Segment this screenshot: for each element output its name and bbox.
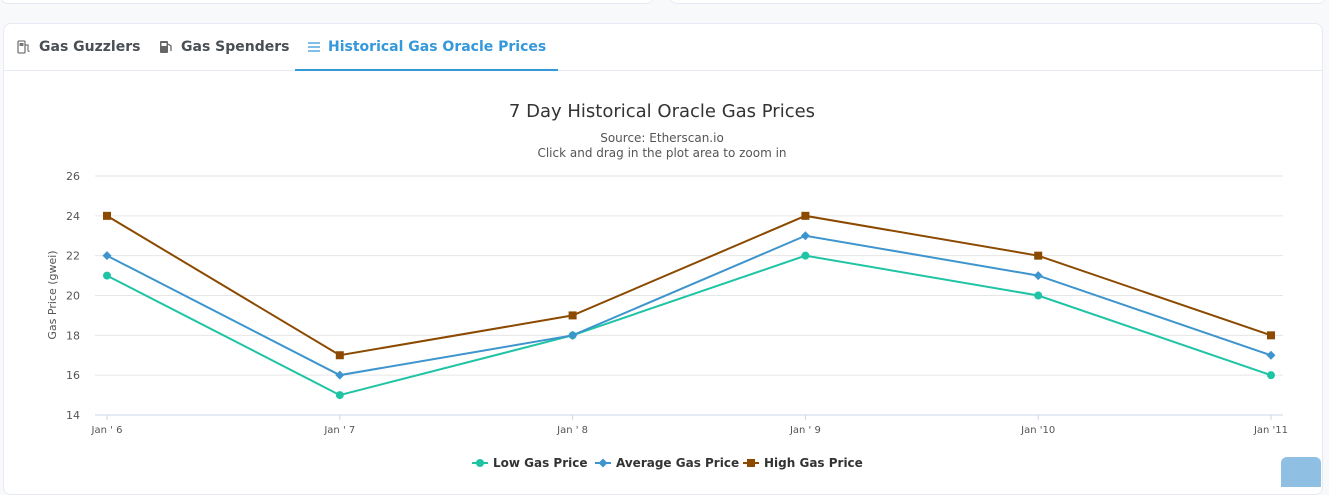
x-tick-label: Jan ' 8 [556, 425, 588, 436]
data-point [801, 211, 810, 220]
legend-label: High Gas Price [764, 456, 863, 470]
chart-title: 7 Day Historical Oracle Gas Prices [509, 101, 815, 122]
data-point [1266, 350, 1276, 360]
y-tick-label: 24 [66, 210, 80, 223]
tab-gas-guzzlers[interactable]: Gas Guzzlers [16, 24, 140, 70]
gas-station-icon [158, 39, 174, 55]
legend-item[interactable]: Average Gas Price [595, 456, 739, 470]
data-point [800, 231, 810, 241]
y-axis-ticks: 14 16 18 20 22 24 26 [66, 170, 80, 422]
data-point [1034, 291, 1043, 300]
series-line [106, 214, 1272, 357]
data-point [335, 370, 345, 380]
data-point [103, 211, 111, 220]
data-point [335, 351, 344, 360]
data-point [1033, 271, 1043, 281]
legend-marker [476, 459, 484, 467]
x-tick-label: Jan '10 [1020, 425, 1055, 436]
legend-label: Average Gas Price [616, 456, 739, 470]
gas-tracker-panel: Gas Guzzlers Gas Spenders Historical Gas… [3, 23, 1323, 495]
legend-marker [598, 458, 608, 468]
y-tick-label: 26 [66, 170, 80, 183]
tab-historical-gas-oracle-prices[interactable]: Historical Gas Oracle Prices [295, 24, 559, 71]
y-tick-label: 14 [66, 409, 80, 422]
chart-legend[interactable]: Low Gas Price Average Gas Price High Gas P… [472, 456, 863, 470]
legend-label: Low Gas Price [493, 456, 588, 470]
data-point [1034, 251, 1043, 260]
y-tick-label: 16 [66, 369, 80, 382]
data-point [103, 271, 111, 280]
legend-item[interactable]: Low Gas Price [472, 456, 588, 470]
gas-pump-icon [16, 39, 32, 55]
series-low-gas-price [103, 251, 1275, 400]
y-axis-label: Gas Price (gwei) [46, 250, 59, 339]
list-icon [307, 41, 321, 53]
chart-subtitle-hint: Click and drag in the plot area to zoom … [537, 146, 786, 160]
chart-subtitle-source: Source: Etherscan.io [600, 131, 724, 145]
x-tick-label: Jan '11 [1253, 425, 1288, 436]
y-tick-label: 20 [66, 290, 80, 303]
tab-label: Gas Guzzlers [39, 39, 141, 55]
data-point [102, 251, 112, 261]
x-tick-label: Jan ' 9 [789, 425, 821, 436]
legend-marker [747, 459, 755, 467]
series-line [106, 254, 1272, 397]
y-tick-label: 18 [66, 329, 80, 342]
legend-item[interactable]: High Gas Price [743, 456, 863, 470]
data-point [568, 330, 578, 340]
data-point [568, 311, 577, 320]
series-high-gas-price [103, 211, 1275, 360]
y-tick-label: 22 [66, 250, 80, 263]
data-point [1267, 331, 1275, 340]
data-point [801, 251, 810, 260]
tab-bar: Gas Guzzlers Gas Spenders Historical Gas… [4, 24, 1322, 71]
chart-series [102, 211, 1276, 400]
x-axis-ticks: Jan ' 6 Jan ' 7 Jan ' 8 Jan ' 9 Jan '10 Jan '… [91, 415, 1288, 436]
x-tick-label: Jan ' 6 [91, 425, 123, 436]
scroll-to-top-button[interactable] [1281, 457, 1321, 487]
series-line [106, 234, 1272, 377]
tab-gas-spenders[interactable]: Gas Spenders [158, 24, 289, 70]
tab-label: Historical Gas Oracle Prices [328, 38, 547, 55]
data-point [1267, 371, 1275, 380]
data-point [335, 391, 344, 400]
tab-label: Gas Spenders [181, 39, 290, 55]
series-average-gas-price [102, 231, 1276, 380]
x-tick-label: Jan ' 7 [323, 425, 355, 436]
